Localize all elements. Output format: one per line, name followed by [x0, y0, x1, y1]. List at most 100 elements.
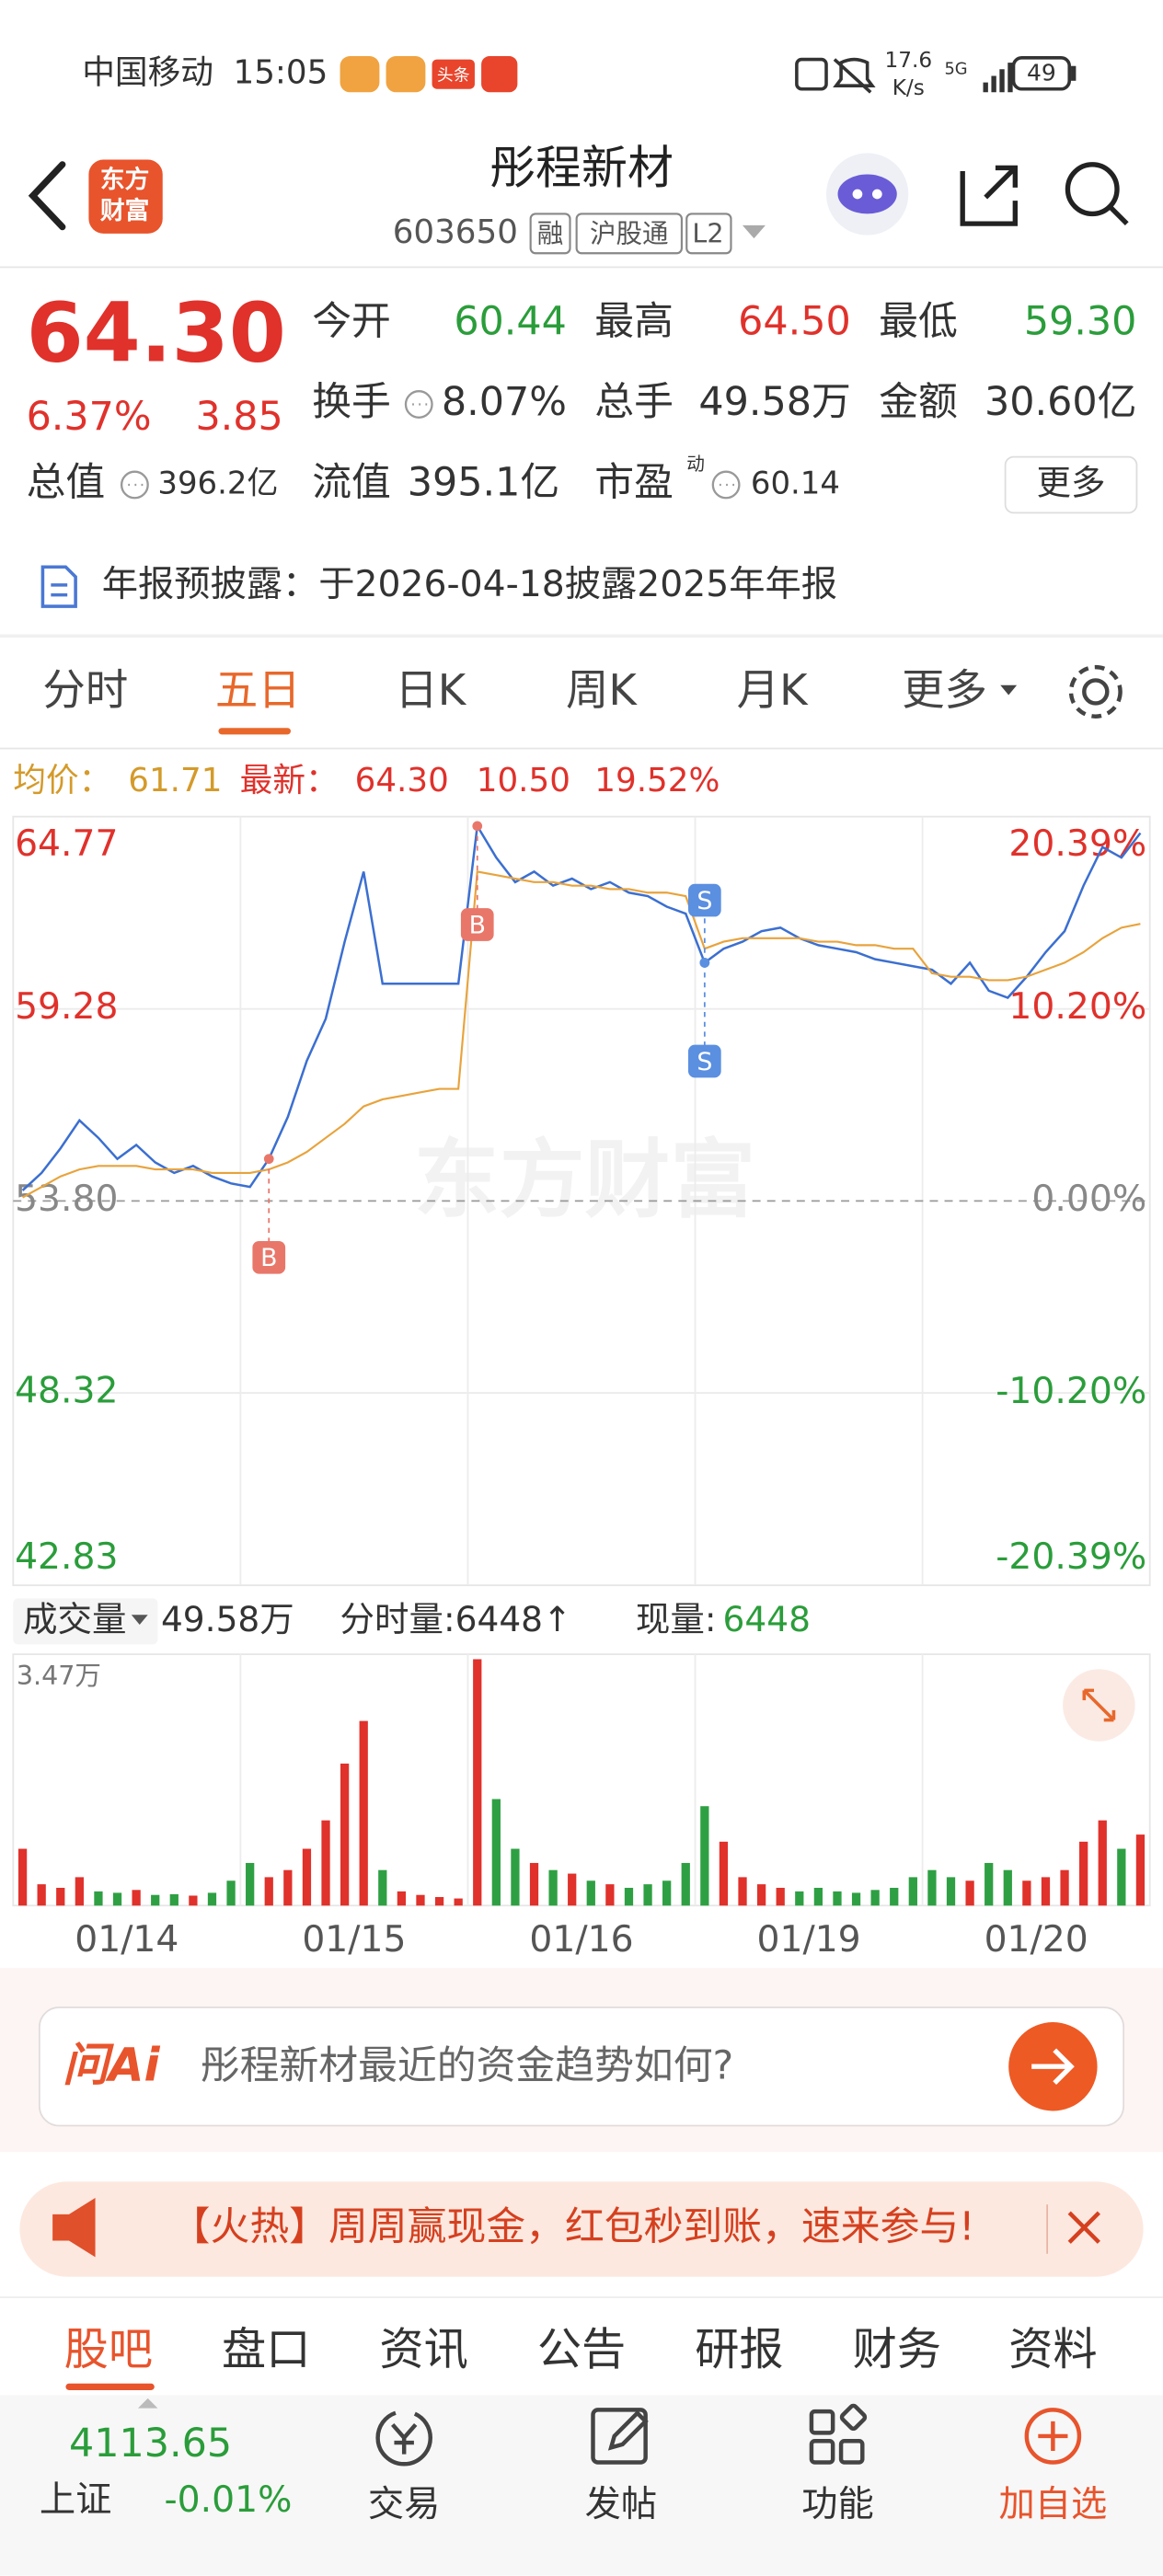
average-line — [22, 870, 1141, 1199]
volume-bar — [1135, 1834, 1146, 1906]
more-button-label[interactable]: 更多 — [1037, 462, 1106, 502]
section-tab[interactable]: 公告 — [537, 2324, 626, 2375]
period-tab[interactable]: 分时 — [42, 665, 128, 715]
volume-bar — [511, 1848, 520, 1906]
indicator-selector[interactable] — [13, 1598, 158, 1645]
info-icon[interactable] — [404, 390, 433, 419]
assistant-avatar-part[interactable] — [872, 189, 882, 200]
dropdown-arrow[interactable] — [1000, 684, 1018, 696]
y-tick-label: 48.32 — [15, 1371, 118, 1412]
add-watchlist-icon-part[interactable] — [1038, 2421, 1068, 2451]
info-icon[interactable] — [711, 470, 741, 500]
volume-bar — [1060, 1869, 1069, 1906]
notice-text[interactable]: 年报预披露：于2026-04-18披露2025年年报 — [102, 564, 837, 605]
assistant-avatar-part[interactable] — [852, 189, 863, 200]
nav-item-highlight[interactable]: 加自选 — [998, 2484, 1107, 2525]
search-button-part[interactable] — [1108, 205, 1129, 226]
section-tab[interactable]: 资料 — [1008, 2324, 1097, 2375]
ai-input-box[interactable] — [38, 2007, 1125, 2127]
settings-button[interactable] — [1068, 664, 1123, 719]
notice-icon-part — [40, 565, 77, 608]
notification-icons-part — [481, 56, 518, 93]
period-tab-active[interactable]: 五日 — [215, 665, 301, 715]
notice-icon — [40, 565, 77, 608]
marker-dot — [263, 1154, 274, 1165]
assistant-avatar[interactable] — [826, 153, 909, 236]
function-icon-part[interactable] — [809, 2409, 835, 2435]
x-tick-label: 01/20 — [985, 1919, 1088, 1961]
volume-bar — [1022, 1880, 1031, 1906]
tag-boxes — [529, 213, 732, 255]
search-button[interactable] — [1065, 162, 1129, 226]
more-button[interactable] — [1004, 455, 1138, 514]
add-watchlist-icon[interactable] — [1024, 2408, 1082, 2465]
dropdown-arrow[interactable] — [131, 1615, 148, 1625]
nav-item[interactable]: 发帖 — [585, 2484, 658, 2525]
system-icons-part — [1071, 65, 1077, 81]
notification-icons-part — [386, 56, 426, 93]
ai-send-button[interactable] — [1008, 2022, 1098, 2111]
field-label: 金额 — [879, 379, 958, 425]
add-watchlist-icon-part[interactable] — [1024, 2408, 1082, 2465]
post-icon[interactable] — [591, 2408, 649, 2465]
volume-bar — [207, 1892, 217, 1906]
info-icon-part[interactable] — [404, 390, 433, 419]
volume-bar — [586, 1880, 595, 1906]
function-icon-part[interactable] — [839, 2403, 868, 2432]
close-banner[interactable] — [1067, 2211, 1100, 2244]
expand-button-part[interactable] — [1082, 1688, 1116, 1722]
info-icon[interactable] — [120, 470, 149, 500]
section-tab-active[interactable]: 股吧 — [64, 2324, 153, 2375]
trade-icon[interactable] — [375, 2409, 432, 2467]
search-button-part[interactable] — [1065, 162, 1120, 217]
app-logo — [88, 159, 163, 234]
settings-button-part[interactable] — [1068, 664, 1123, 719]
ai-send-button-part[interactable] — [1031, 2048, 1075, 2085]
function-icon-part[interactable] — [838, 2439, 865, 2465]
section-tab[interactable]: 研报 — [695, 2324, 783, 2375]
tick-volume: 分时量:6448↑ — [340, 1599, 572, 1639]
period-tab[interactable]: 周K — [566, 665, 638, 715]
latest-change: 10.50 — [477, 762, 570, 799]
back-button[interactable] — [28, 161, 66, 231]
trade-icon-part[interactable] — [375, 2409, 432, 2467]
assistant-avatar-part[interactable] — [837, 174, 897, 214]
post-icon-part[interactable] — [607, 2409, 649, 2451]
info-icon-part[interactable] — [711, 470, 741, 500]
period-tab[interactable]: 更多 — [902, 665, 987, 715]
volume-bar — [890, 1887, 899, 1906]
tag-boxes-part — [575, 213, 683, 255]
index-value[interactable]: 4113.65 — [69, 2421, 232, 2467]
function-icon[interactable] — [809, 2403, 868, 2465]
nav-item[interactable]: 交易 — [368, 2484, 441, 2525]
expand-button[interactable] — [1063, 1669, 1135, 1742]
period-tab[interactable]: 月K — [737, 665, 809, 715]
nav-item[interactable]: 功能 — [801, 2484, 874, 2525]
volume-bar — [813, 1887, 823, 1906]
volume-bar — [264, 1877, 273, 1906]
dropdown-arrow[interactable] — [742, 224, 766, 239]
info-icon-part[interactable] — [120, 470, 149, 500]
index-name[interactable]: 上证 — [40, 2479, 112, 2521]
settings-button-part[interactable] — [1082, 678, 1110, 706]
y2-tick-label: -20.39% — [996, 1536, 1146, 1578]
post-icon-part[interactable] — [591, 2408, 648, 2465]
ai-prompt[interactable]: 彤程新材最近的资金趋势如何? — [201, 2043, 734, 2089]
section-tab[interactable]: 盘口 — [222, 2324, 310, 2375]
current-volume-label: 现量: — [636, 1599, 717, 1639]
section-tab[interactable]: 资讯 — [379, 2324, 467, 2375]
field-value: 8.07% — [442, 379, 567, 425]
indicator-name[interactable]: 成交量 — [23, 1599, 126, 1639]
share-button[interactable] — [960, 165, 1018, 226]
trade-icon-part[interactable] — [391, 2422, 418, 2455]
section-tab[interactable]: 财务 — [853, 2324, 941, 2375]
index-change[interactable]: -0.01% — [165, 2479, 293, 2521]
promo-banner[interactable] — [19, 2181, 1144, 2277]
y2-tick-label: 20.39% — [1008, 823, 1146, 865]
function-icon-part[interactable] — [809, 2439, 835, 2465]
promo-text[interactable]: 【火热】周周赢现金，红包秒到账，速来参与! — [171, 2203, 975, 2249]
notification-icons-part — [432, 59, 475, 89]
period-tab[interactable]: 日K — [395, 665, 466, 715]
volume-bar — [548, 1869, 558, 1906]
